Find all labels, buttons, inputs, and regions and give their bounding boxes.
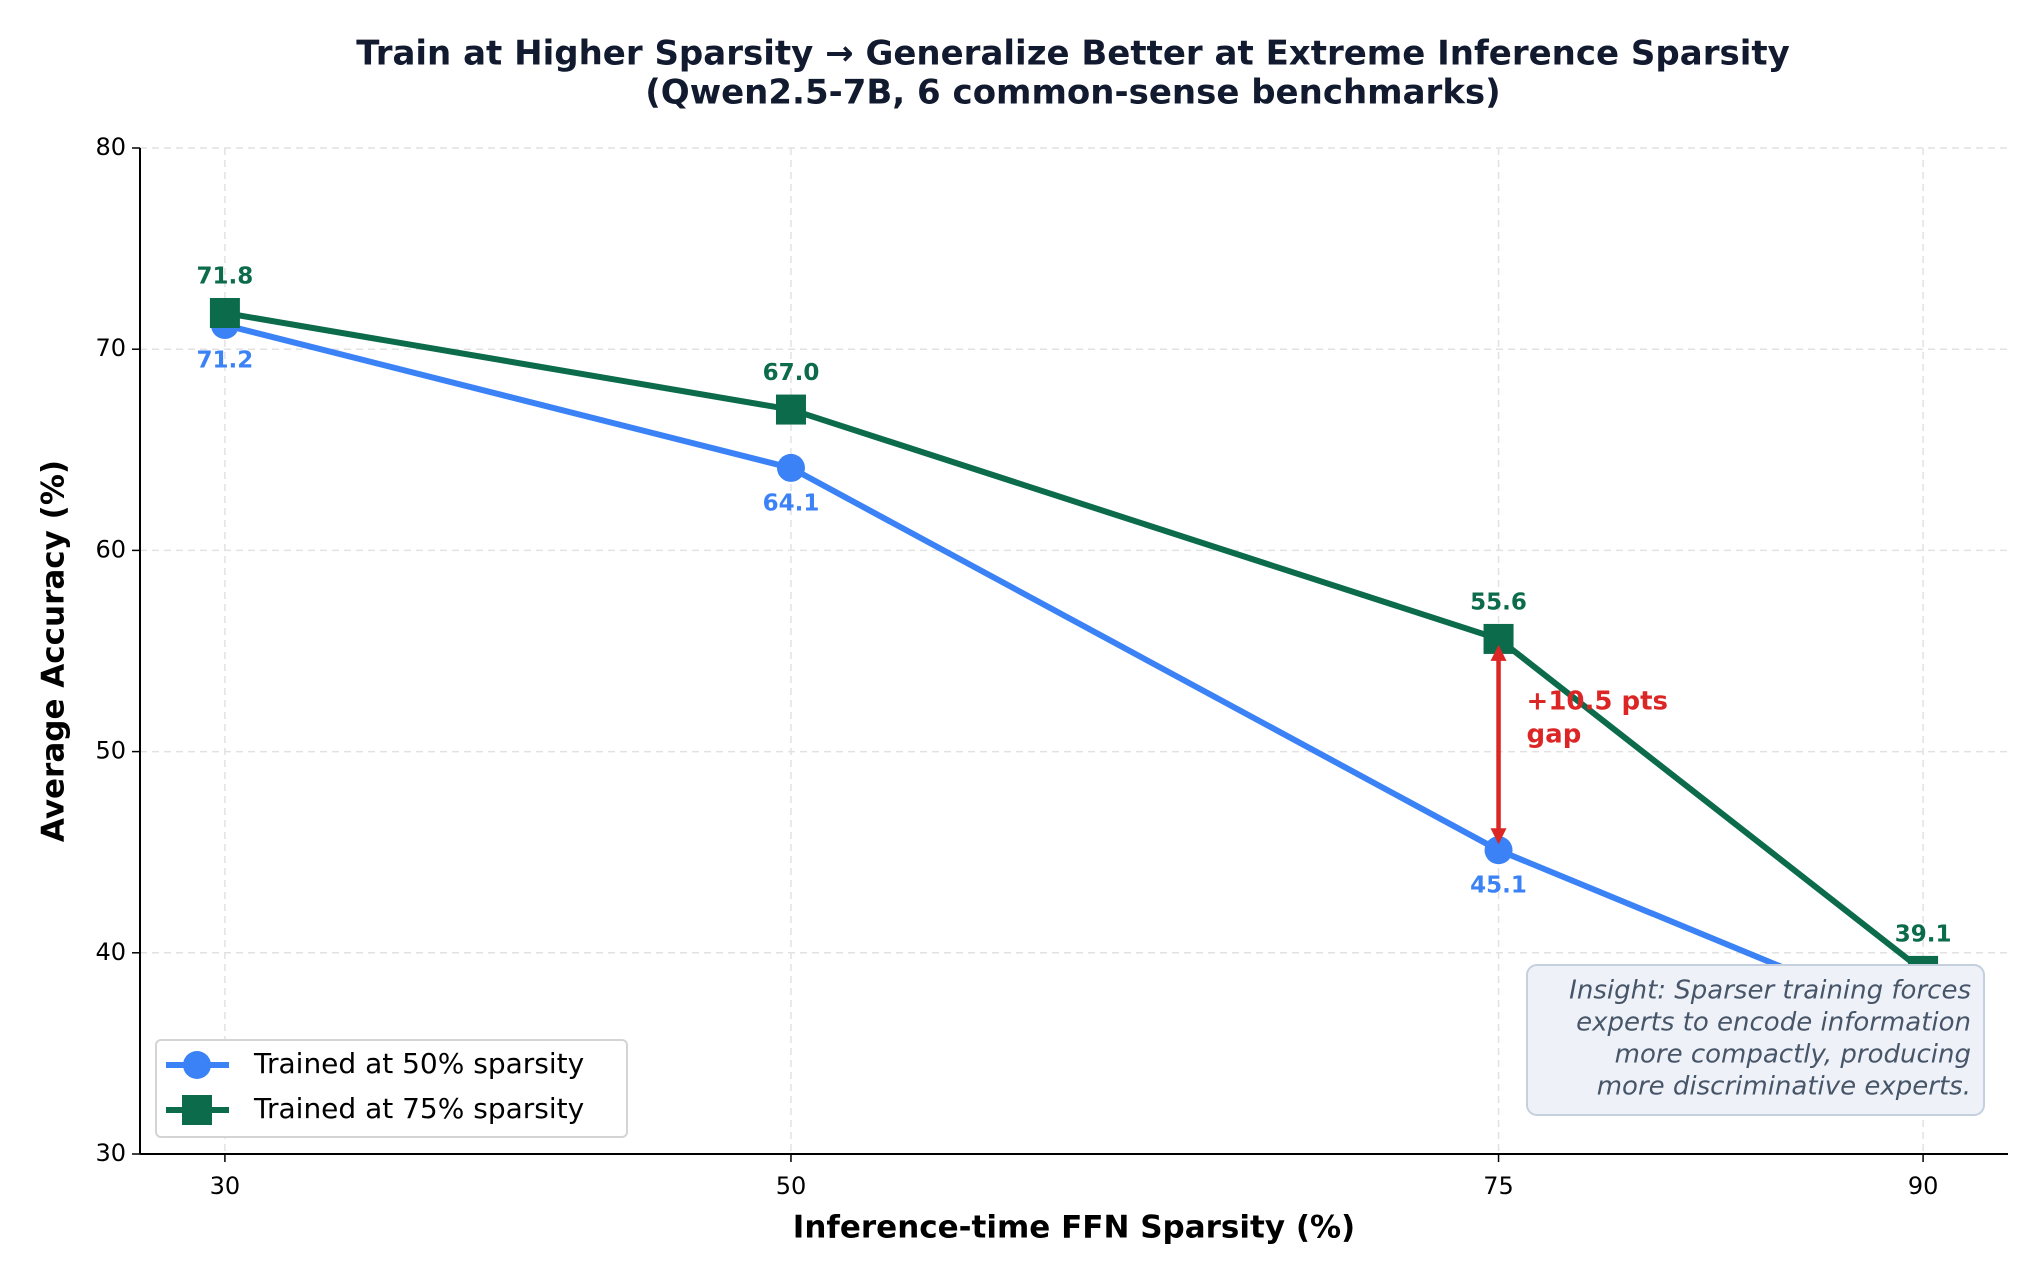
- legend-label: Trained at 75% sparsity: [253, 1092, 584, 1125]
- x-axis-label: Inference-time FFN Sparsity (%): [793, 1210, 1355, 1246]
- data-label: 45.1: [1470, 873, 1527, 899]
- data-label: 39.1: [1895, 921, 1952, 947]
- series-line: [224, 310, 1925, 974]
- arrow-head: [1490, 828, 1507, 845]
- y-tick-label: 80: [95, 133, 126, 161]
- series-line: [224, 322, 1925, 1029]
- insight-text: more discriminative experts.: [1597, 1072, 1971, 1102]
- data-label: 64.1: [763, 490, 820, 516]
- point: [209, 297, 240, 328]
- y-axis-label: Average Accuracy (%): [36, 460, 72, 842]
- y-tick-label: 30: [95, 1139, 126, 1167]
- data-label: 71.8: [197, 263, 254, 289]
- x-tick-label: 90: [1908, 1172, 1939, 1200]
- chart-title: Train at Higher Sparsity → Generalize Be…: [356, 34, 1790, 74]
- legend-label: Trained at 50% sparsity: [253, 1047, 584, 1080]
- insight-text: Insight: Sparser training forces: [1569, 976, 1971, 1006]
- y-tick-label: 70: [95, 334, 126, 362]
- legend-marker: [182, 1095, 212, 1125]
- arrow-head: [1490, 644, 1507, 661]
- chart-subtitle: (Qwen2.5-7B, 6 common-sense benchmarks): [645, 73, 1500, 113]
- point: [1484, 836, 1513, 865]
- legend-box: [155, 1039, 628, 1138]
- insight-text: more compactly, producing: [1615, 1040, 1971, 1070]
- y-tick-label: 50: [95, 737, 126, 765]
- legend-marker: [183, 1051, 211, 1079]
- x-tick-label: 50: [776, 1172, 807, 1200]
- data-label: 71.2: [197, 348, 254, 374]
- x-tick-label: 30: [210, 1172, 241, 1200]
- y-tick-label: 40: [95, 938, 126, 966]
- data-label: 55.6: [1470, 589, 1527, 615]
- y-tick-label: 60: [95, 535, 126, 563]
- gap-annotation: +10.5 pts: [1527, 687, 1669, 717]
- point: [776, 453, 805, 482]
- insight-box: [1526, 964, 1985, 1116]
- insight-text: experts to encode information: [1576, 1008, 1971, 1038]
- data-label: 67.0: [763, 360, 820, 386]
- x-tick-label: 75: [1483, 1172, 1514, 1200]
- point: [775, 394, 806, 425]
- gap-annotation: gap: [1527, 720, 1582, 750]
